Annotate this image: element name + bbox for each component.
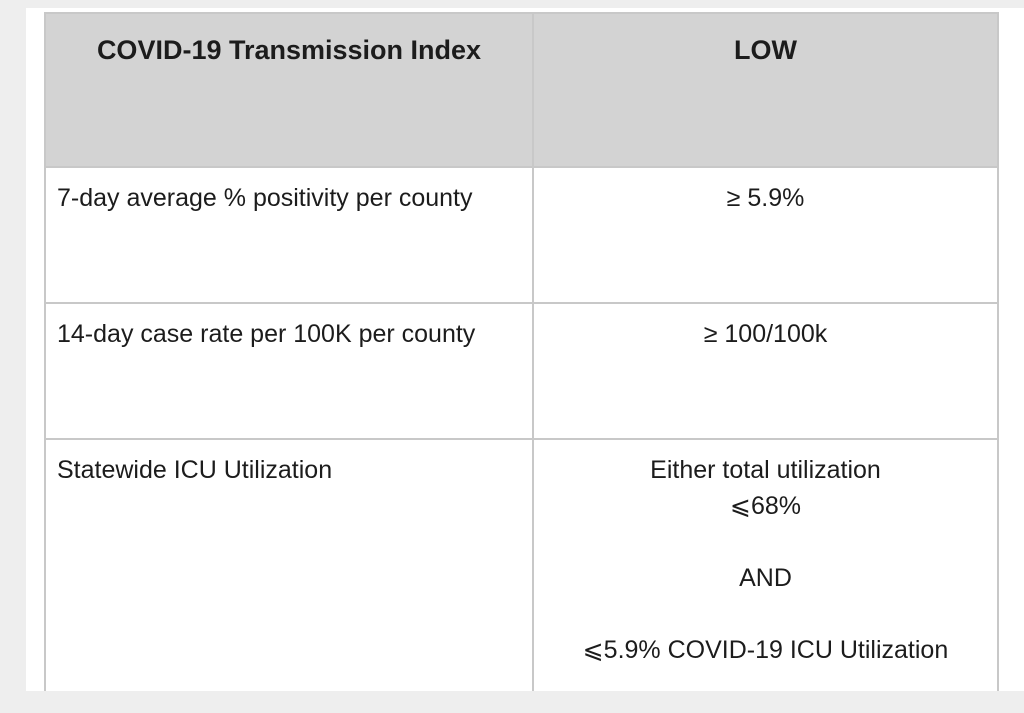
table-row: Statewide ICU Utilization Either total u…	[44, 438, 999, 691]
icu-spacer	[544, 524, 987, 560]
icu-value-line-4: ⩽5.9% COVID-19 ICU Utilization	[582, 636, 949, 664]
value-icu-utilization: Either total utilization ⩽68% AND ⩽5.9% …	[532, 438, 999, 691]
value-case-rate: ≥ 100/100k	[532, 302, 999, 440]
header-level-cell: LOW	[532, 12, 999, 168]
metric-case-rate: 14-day case rate per 100K per county	[44, 302, 534, 440]
table-row: 7-day average % positivity per county ≥ …	[44, 166, 999, 304]
document-page: COVID-19 Transmission Index LOW 7-day av…	[26, 8, 1024, 691]
icu-spacer	[544, 596, 987, 632]
metric-icu-utilization: Statewide ICU Utilization	[44, 438, 534, 691]
value-positivity: ≥ 5.9%	[532, 166, 999, 304]
table-header-row: COVID-19 Transmission Index LOW	[44, 12, 999, 168]
metric-positivity: 7-day average % positivity per county	[44, 166, 534, 304]
header-metric-cell: COVID-19 Transmission Index	[44, 12, 534, 168]
icu-value-and: AND	[739, 564, 792, 592]
table-row: 14-day case rate per 100K per county ≥ 1…	[44, 302, 999, 440]
icu-value-line-1: Either total utilization	[650, 456, 881, 484]
transmission-index-table: COVID-19 Transmission Index LOW 7-day av…	[44, 12, 999, 691]
icu-value-line-2: ⩽68%	[730, 492, 801, 520]
